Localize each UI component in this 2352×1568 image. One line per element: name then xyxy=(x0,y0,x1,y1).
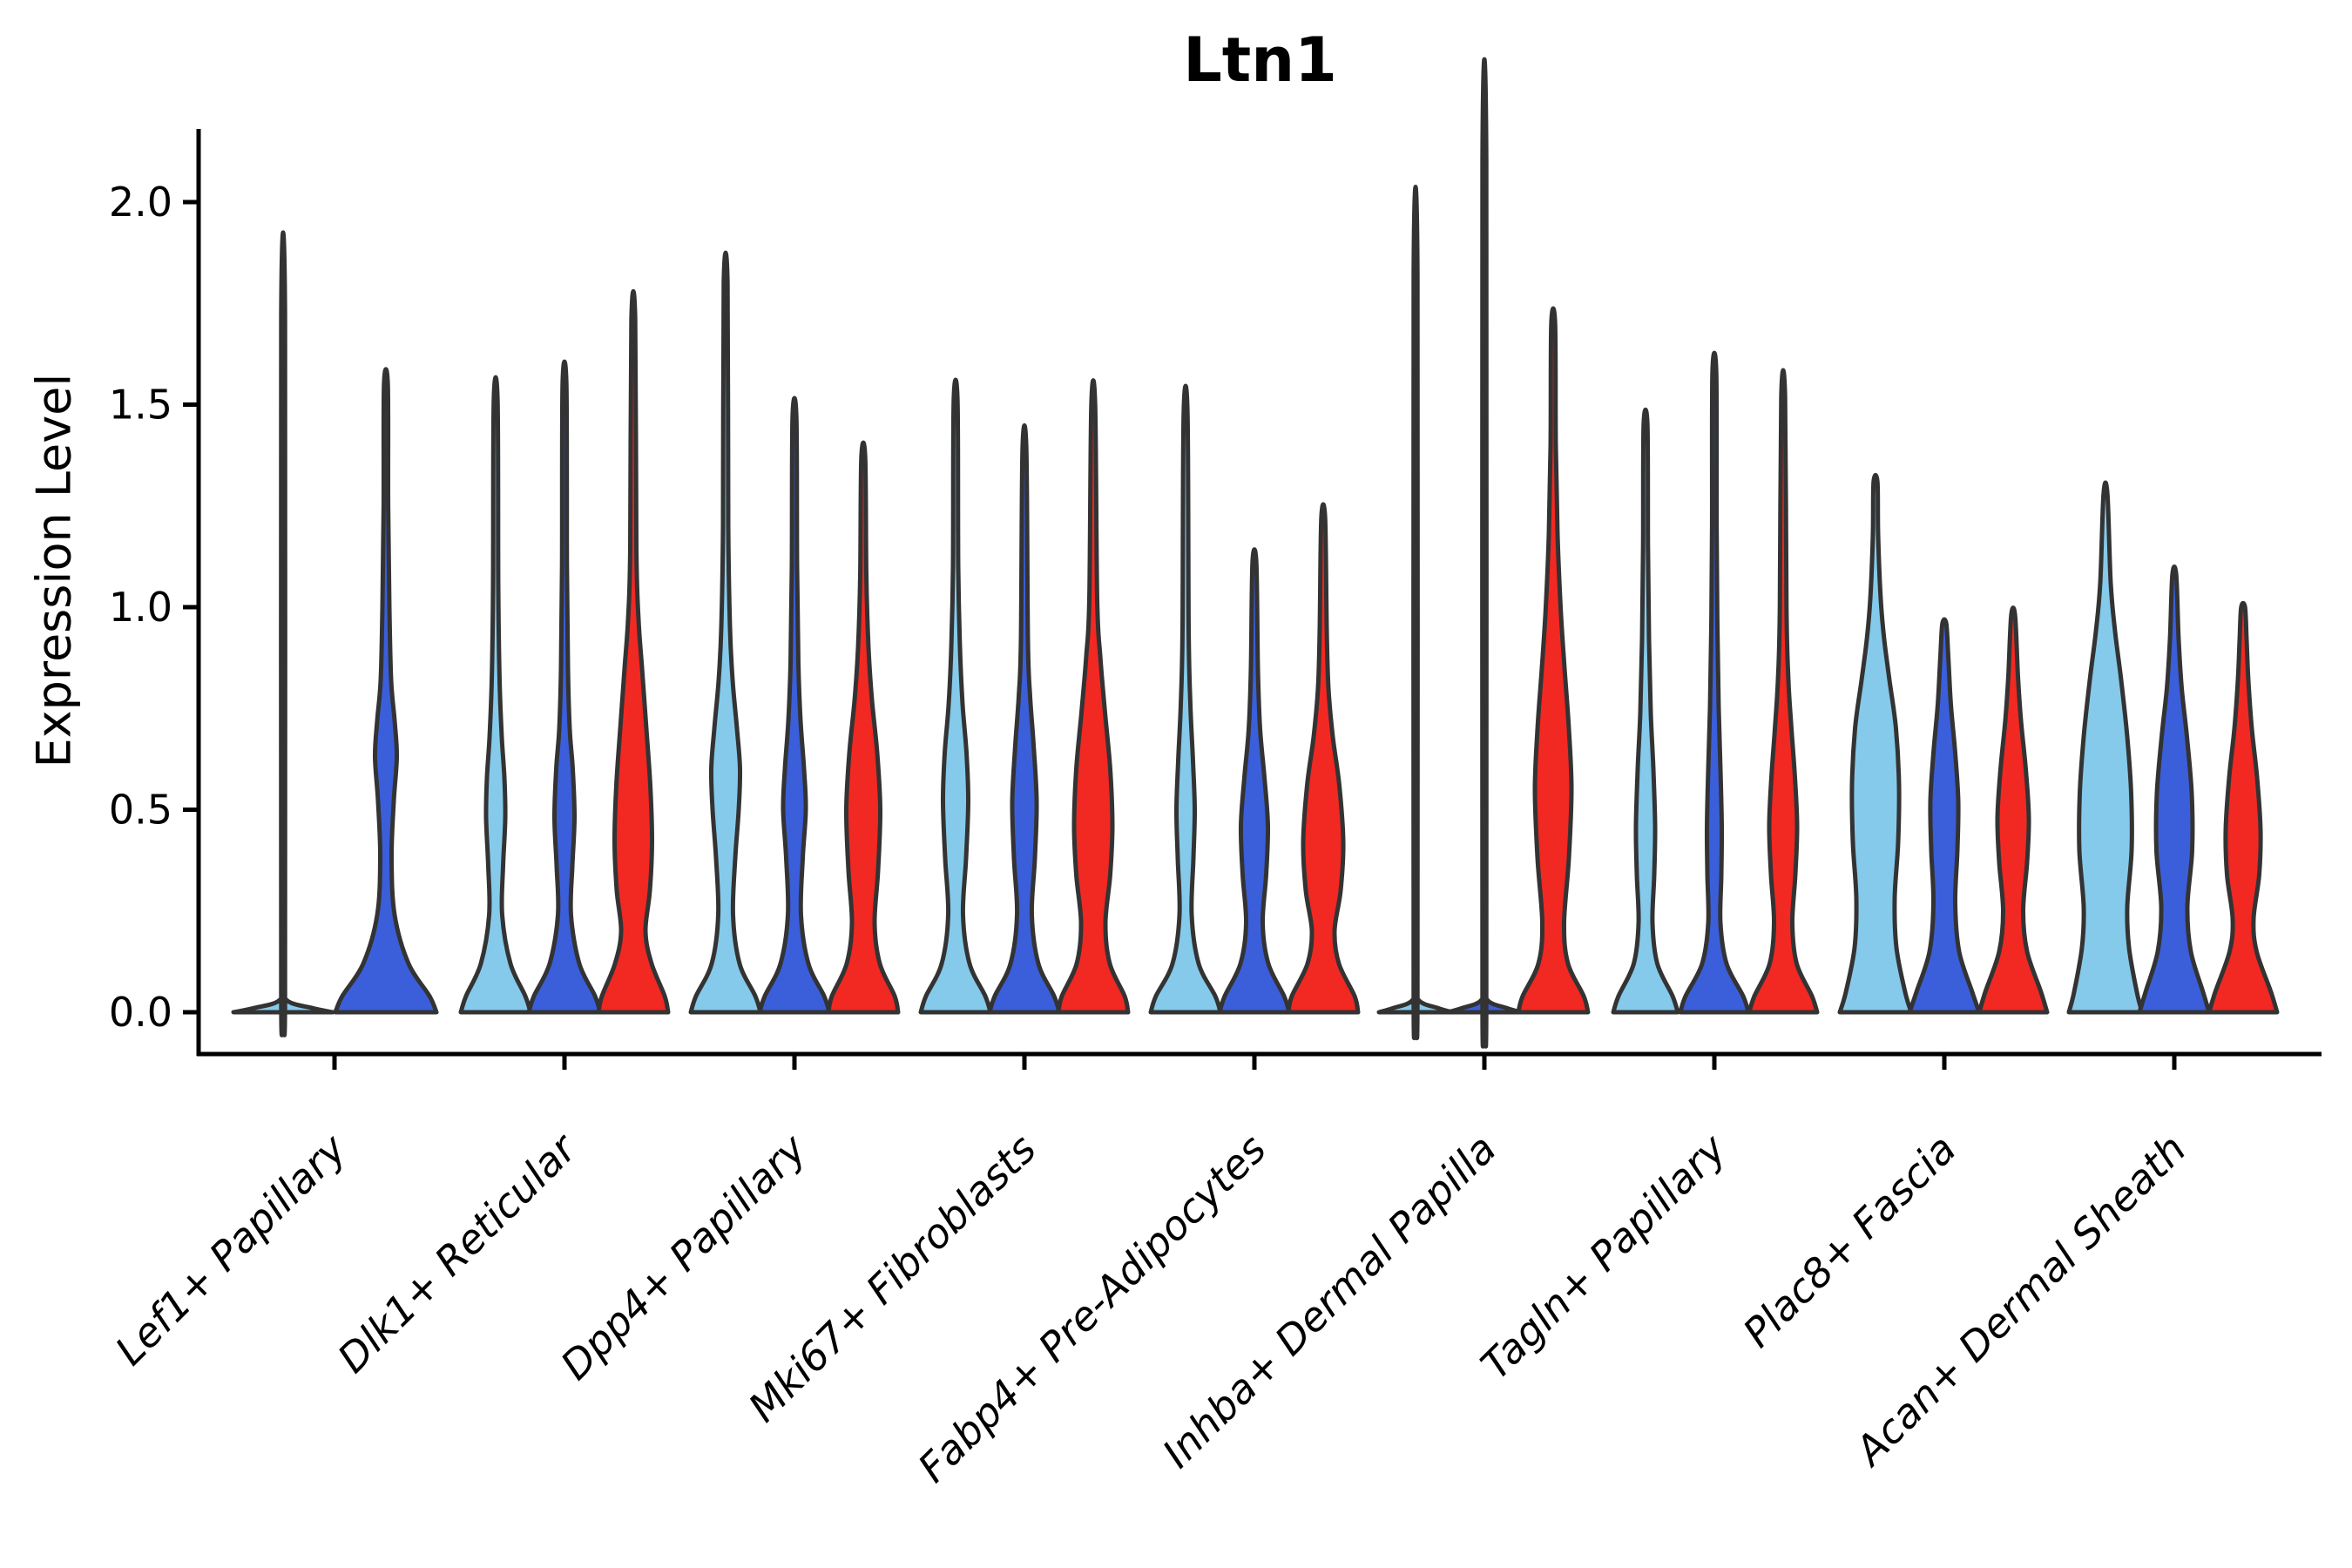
violin-fabp4-c3 xyxy=(1286,502,1361,1015)
violin-dlk1-c2 xyxy=(526,359,603,1015)
violin-tagln-c3 xyxy=(1747,368,1820,1015)
violin-plac8-c2 xyxy=(1907,617,1982,1015)
violin-inhba-c1 xyxy=(1376,185,1455,1041)
x-tick-label: Tagln+ Papillary xyxy=(1471,1125,1735,1389)
violin-dlk1-c1 xyxy=(458,375,533,1015)
violin-mki67-c3 xyxy=(1056,378,1131,1015)
violin-mki67-c1 xyxy=(918,377,993,1015)
x-tick-label: Dpp4+ Papillary xyxy=(551,1125,815,1389)
violin-dpp4-c3 xyxy=(826,440,901,1015)
violin-acan-c2 xyxy=(2137,564,2212,1015)
violin-inhba-c2 xyxy=(1445,57,1524,1049)
violin-dpp4-c2 xyxy=(757,395,832,1015)
violin-tagln-c2 xyxy=(1678,350,1751,1015)
x-tick-label: Lef1+ Papillary xyxy=(106,1125,355,1374)
x-tick-label: Plac8+ Fascia xyxy=(1734,1125,1964,1356)
violin-acan-c3 xyxy=(2207,600,2280,1015)
violin-dlk1-c3 xyxy=(596,288,671,1015)
violin-mki67-c2 xyxy=(987,423,1062,1015)
violin-fabp4-c2 xyxy=(1217,547,1292,1015)
y-tick-label: 0.0 xyxy=(109,989,172,1036)
y-axis-label: Expression Level xyxy=(26,373,82,768)
y-tick-label: 1.5 xyxy=(109,382,172,429)
violin-lef1-c2 xyxy=(333,367,439,1015)
violin-dpp4-c1 xyxy=(688,250,763,1015)
y-tick-label: 1.0 xyxy=(109,584,172,631)
violin-inhba-c3 xyxy=(1516,306,1591,1015)
x-tick-label: Dlk1+ Reticular xyxy=(328,1123,587,1382)
y-tick-label: 0.5 xyxy=(109,787,172,834)
y-tick-label: 2.0 xyxy=(109,179,172,226)
violin-plac8-c1 xyxy=(1837,472,1914,1015)
violin-lef1-c1 xyxy=(231,230,335,1037)
violin-plac8-c3 xyxy=(1977,605,2050,1015)
violin-fabp4-c1 xyxy=(1148,383,1223,1015)
violin-acan-c1 xyxy=(2066,480,2145,1015)
chart-title: Ltn1 xyxy=(1183,24,1337,96)
violin-tagln-c1 xyxy=(1611,407,1680,1015)
